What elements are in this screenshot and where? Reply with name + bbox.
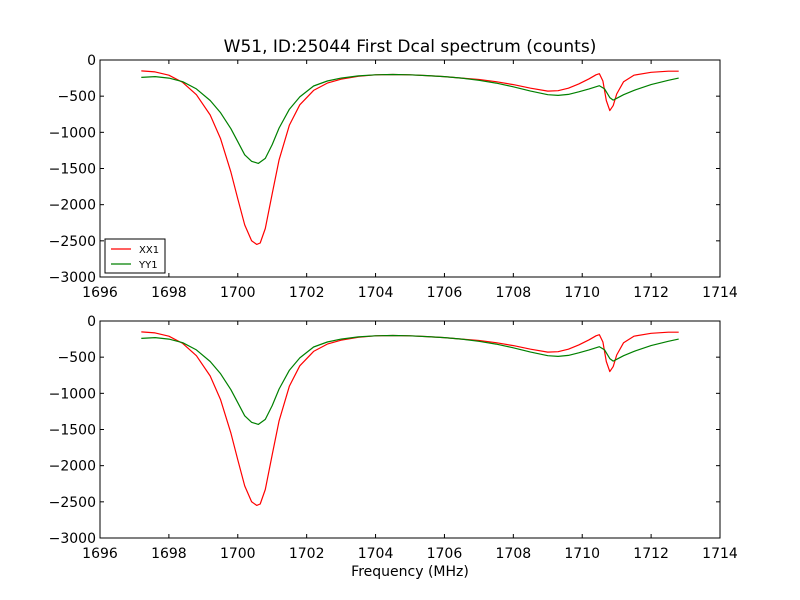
bottom-x-tick-label: 1702 [289, 546, 325, 562]
top-y-tick-label: −1500 [49, 162, 96, 178]
legend-label-yy1: YY1 [138, 260, 158, 271]
bottom-y-tick-label: −1000 [49, 386, 96, 402]
bottom-series-line-red [141, 331, 679, 506]
top-x-tick-label: 1710 [564, 285, 600, 301]
top-x-tick-label: 1702 [289, 285, 325, 301]
bottom-x-tick-label: 1710 [564, 546, 600, 562]
bottom-x-tick-label: 1696 [82, 546, 118, 562]
top-x-tick-label: 1700 [220, 285, 256, 301]
bottom-x-tick-label: 1698 [151, 546, 187, 562]
top-y-tick-label: −500 [58, 89, 96, 105]
bottom-y-tick-label: 0 [87, 314, 96, 330]
bottom-y-tick-label: −3000 [49, 531, 96, 547]
top-x-tick-label: 1708 [496, 285, 532, 301]
top-x-tick-label: 1712 [633, 285, 669, 301]
bottom-x-tick-label: 1712 [633, 546, 669, 562]
bottom-spectrum-plot: 1696 1698 1700 1702 1704 1706 1708 1710 1712 1714… [49, 314, 738, 562]
top-y-tick-label: −2000 [49, 198, 96, 214]
top-y-tick-label: −3000 [49, 270, 96, 286]
top-axes-frame [99, 59, 721, 278]
top-series-line-xx1 [141, 70, 679, 245]
bottom-x-tick-label: 1708 [496, 546, 532, 562]
bottom-axes-frame [99, 320, 721, 539]
top-y-tick-label: −1000 [49, 125, 96, 141]
top-x-tick-label: 1714 [702, 285, 738, 301]
top-x-tick-label: 1706 [427, 285, 463, 301]
x-axis-label: Frequency (MHz) [351, 564, 469, 580]
bottom-y-tick-label: −500 [58, 350, 96, 366]
bottom-x-tick-label: 1714 [702, 546, 738, 562]
legend-label-xx1: XX1 [139, 245, 159, 256]
bottom-y-tick-label: −1500 [49, 423, 96, 439]
top-series-line-yy1 [141, 73, 679, 164]
bottom-y-tick-label: −2000 [49, 459, 96, 475]
bottom-x-tick-label: 1706 [427, 546, 463, 562]
bottom-x-tick-label: 1704 [358, 546, 394, 562]
top-y-tick-label: −2500 [49, 234, 96, 250]
top-x-tick-label: 1698 [151, 285, 187, 301]
top-spectrum-plot: 1696 1698 1700 1702 1704 1706 1708 1710 1712 1714… [49, 53, 738, 301]
top-y-tick-label: 0 [87, 53, 96, 69]
top-x-tick-label: 1704 [358, 285, 394, 301]
figure-title: W51, ID:25044 First Dcal spectrum (count… [224, 37, 597, 57]
bottom-series-line-green [141, 334, 679, 425]
top-x-tick-label: 1696 [82, 285, 118, 301]
bottom-y-tick-label: −2500 [49, 495, 96, 511]
bottom-x-tick-label: 1700 [220, 546, 256, 562]
legend-box [104, 238, 166, 274]
